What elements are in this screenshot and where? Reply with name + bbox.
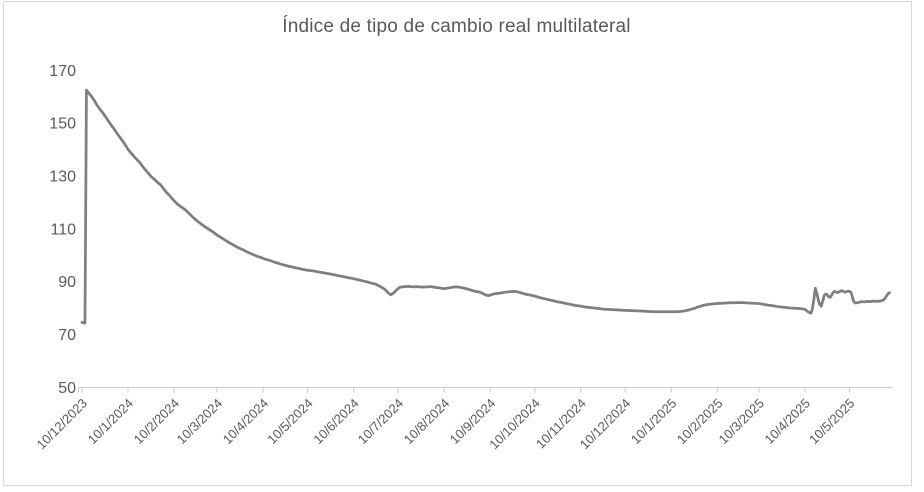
x-axis-tick-label: 10/2/2024 xyxy=(131,396,183,448)
chart-title: Índice de tipo de cambio real multilater… xyxy=(282,16,631,37)
x-axis-tick-label: 10/1/2025 xyxy=(628,396,680,448)
y-axis-tick-label: 170 xyxy=(49,63,76,80)
x-axis xyxy=(77,386,893,393)
y-axis-tick-label: 110 xyxy=(50,221,76,238)
itcrm-series-line xyxy=(80,88,891,325)
x-axis-tick-label: 10/7/2024 xyxy=(355,396,407,448)
y-axis-tick-label: 130 xyxy=(49,168,76,185)
axis-tick-labels: 50709011013015017010/12/202310/1/202410/… xyxy=(33,63,857,452)
x-axis-tick-label: 10/6/2024 xyxy=(310,396,362,448)
y-axis-tick-label: 90 xyxy=(58,274,76,291)
chart-border xyxy=(3,1,912,486)
x-axis-tick-label: 10/4/2024 xyxy=(220,396,272,448)
y-axis-tick-label: 50 xyxy=(58,380,76,397)
x-axis-tick-label: 10/8/2024 xyxy=(401,396,453,448)
x-axis-tick-label: 10/5/2025 xyxy=(806,396,858,448)
series-line xyxy=(80,88,891,325)
x-axis-tick-label: 10/12/2023 xyxy=(33,396,90,453)
y-axis-tick-label: 70 xyxy=(58,327,76,344)
x-axis-tick-label: 10/3/2024 xyxy=(174,396,226,448)
x-axis-tick-label: 10/5/2024 xyxy=(264,396,316,448)
x-axis-tick-label: 10/1/2024 xyxy=(85,396,137,448)
x-axis-tick-label: 10/3/2025 xyxy=(716,396,768,448)
y-axis-tick-label: 150 xyxy=(49,116,76,133)
x-axis-tick-label: 10/4/2025 xyxy=(762,396,814,448)
